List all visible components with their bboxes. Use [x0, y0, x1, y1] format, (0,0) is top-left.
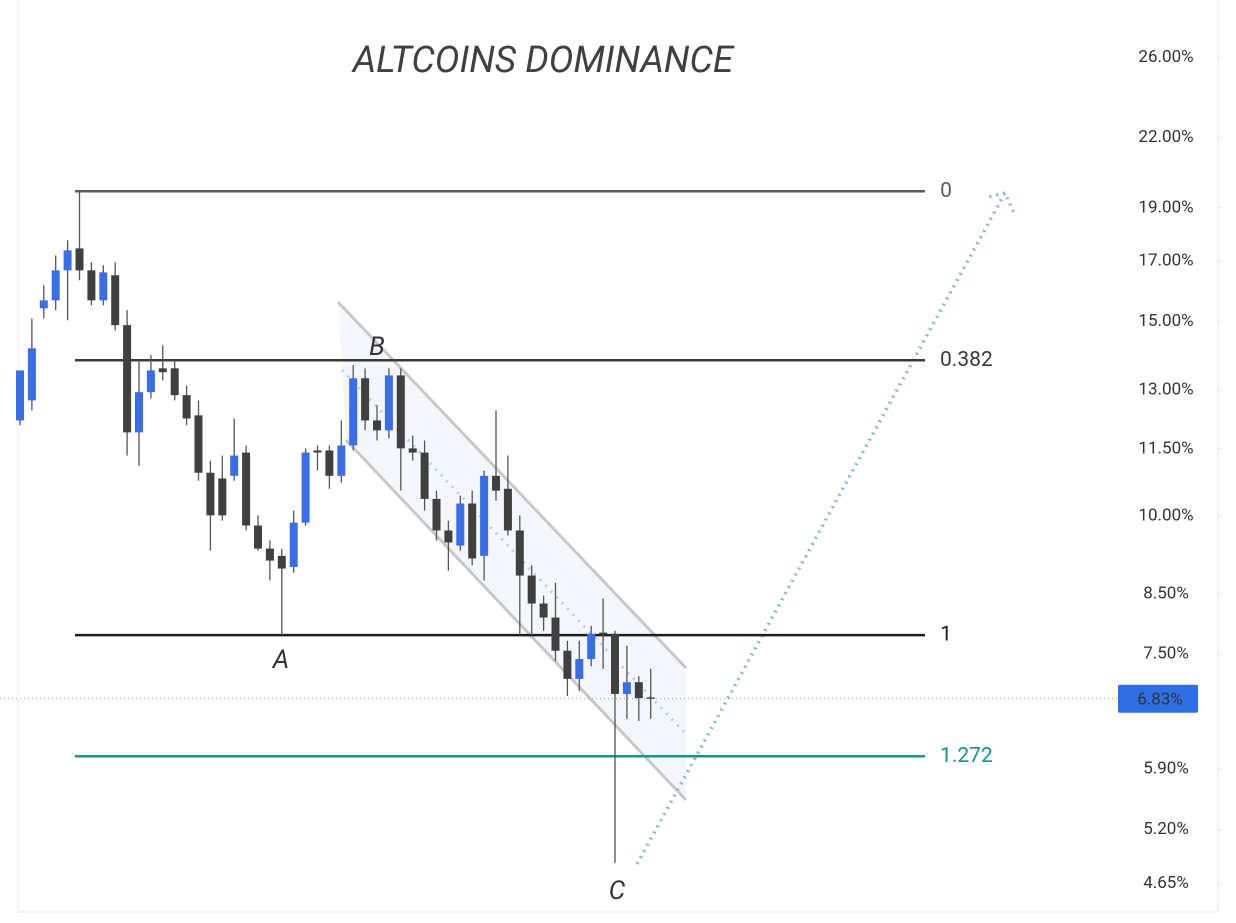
- price-axis: 26.00% 22.00% 19.00% 17.00% 15.00% 13.00% 11.5…: [0, 47, 1222, 893]
- wave-label: C: [609, 876, 626, 906]
- candle-body: [646, 697, 655, 699]
- projection-arrow: [987, 191, 1006, 199]
- candle-body: [135, 392, 143, 433]
- candle-body: [242, 452, 251, 526]
- candle-body: [218, 478, 227, 516]
- y-tick-label: 5.90%: [1143, 759, 1189, 779]
- candle-body: [456, 503, 465, 546]
- candle-body: [420, 452, 429, 499]
- candle-body: [337, 445, 346, 476]
- channel-mid: [340, 368, 686, 734]
- candle-body: [206, 472, 215, 516]
- candle-body: [146, 370, 155, 393]
- wave-label: A: [271, 645, 289, 675]
- candle-body: [277, 555, 286, 569]
- candle-body: [480, 475, 489, 556]
- candle-body: [492, 475, 500, 491]
- candle-body: [373, 420, 381, 431]
- last-price-label: 6.83%: [1137, 689, 1183, 709]
- y-tick-label: 4.65%: [1143, 873, 1189, 893]
- candle-body: [63, 250, 72, 271]
- candle-body: [611, 633, 619, 694]
- candle-body: [170, 368, 179, 396]
- candle-body: [349, 378, 358, 446]
- y-tick-label: 17.00%: [1138, 251, 1193, 271]
- last-price-box: [1118, 684, 1198, 713]
- candle-body: [75, 248, 84, 271]
- candle-body: [563, 650, 572, 679]
- candle-body: [182, 395, 191, 419]
- channel-lower: [344, 438, 688, 802]
- fib-label: 1.272: [940, 744, 993, 768]
- candle-body: [99, 272, 108, 301]
- wave-label: B: [369, 332, 385, 362]
- candle-body: [123, 325, 132, 433]
- y-tick-label: 22.00%: [1138, 127, 1193, 147]
- candle-body: [444, 530, 453, 543]
- candle-body: [87, 270, 96, 301]
- candle-body: [551, 617, 560, 651]
- candle-body: [194, 415, 203, 473]
- candle-body: [301, 452, 310, 523]
- y-tick-label: 15.00%: [1138, 311, 1193, 331]
- candle-body: [384, 375, 393, 431]
- y-tick-label: 7.50%: [1143, 643, 1189, 663]
- y-tick-label: 8.50%: [1143, 583, 1189, 603]
- candle-body: [468, 503, 477, 559]
- fib-label: 0.382: [940, 348, 993, 372]
- candle-body: [325, 450, 334, 476]
- candle-body: [361, 378, 370, 421]
- y-tick-label: 5.20%: [1143, 819, 1189, 839]
- candle-body: [51, 270, 60, 301]
- y-tick-label: 13.00%: [1138, 379, 1193, 399]
- candle-body: [313, 450, 322, 453]
- candle-body: [158, 368, 167, 373]
- candle-body: [539, 603, 548, 618]
- candle-body: [503, 488, 512, 531]
- candle-body: [634, 682, 643, 699]
- y-tick-label: 26.00%: [1138, 47, 1193, 67]
- candle-body: [254, 525, 262, 549]
- candle-body: [599, 632, 608, 635]
- candle-body: [432, 498, 441, 531]
- candle-body: [408, 448, 417, 453]
- candle-body: [515, 530, 524, 576]
- y-tick-label: 19.00%: [1138, 197, 1193, 217]
- candle-body: [622, 682, 631, 694]
- candle-body: [39, 300, 48, 309]
- candles: [16, 191, 655, 864]
- y-tick-label: 10.00%: [1138, 505, 1193, 525]
- candle-body: [289, 522, 298, 567]
- fib-label: 1: [940, 623, 952, 647]
- candle-body: [230, 455, 239, 476]
- candle-body: [396, 375, 405, 449]
- chart-title: ALTCOINS DOMINANCE: [351, 39, 735, 82]
- fib-label: 0: [940, 179, 952, 203]
- fib-levels: 0 0.382 1 1.272: [75, 179, 993, 768]
- y-tick-label: 11.50%: [1138, 438, 1193, 458]
- candle-body: [27, 348, 36, 401]
- candle-body: [587, 633, 596, 660]
- channel-upper: [336, 300, 688, 670]
- candle-body: [527, 575, 536, 604]
- candle-body: [575, 659, 584, 679]
- candle-body: [16, 370, 24, 421]
- candle-body: [265, 548, 274, 561]
- candle-body: [111, 275, 120, 326]
